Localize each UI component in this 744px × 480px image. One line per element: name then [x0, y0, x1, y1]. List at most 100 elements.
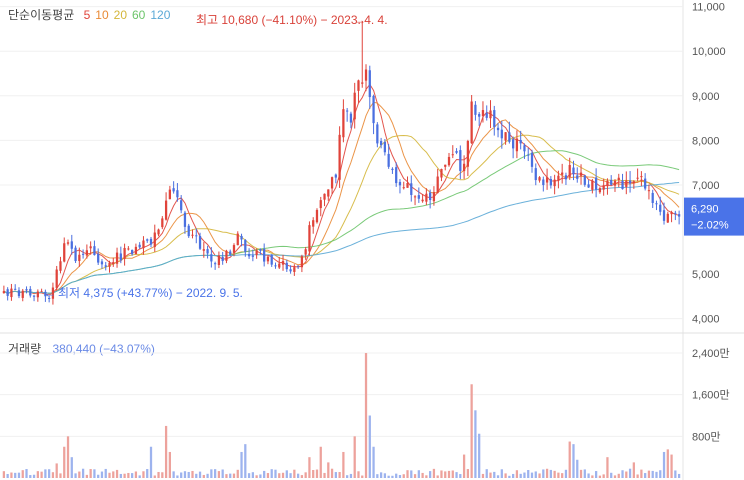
candle [364, 64, 368, 92]
volume-bar [289, 473, 292, 478]
volume-bar [478, 433, 481, 478]
volume-bar [293, 469, 296, 478]
volume-bar [353, 436, 356, 478]
volume-bar [300, 475, 304, 478]
candle [353, 82, 356, 129]
volume-bar [481, 473, 485, 478]
volume-bar [413, 474, 417, 478]
volume-bar [527, 470, 530, 478]
candle [462, 155, 466, 180]
volume-bar [462, 454, 466, 478]
ma-legend-item-60: 60 [132, 8, 146, 22]
volume-bar [198, 471, 202, 478]
volume-bar [213, 469, 217, 478]
candle [323, 193, 326, 207]
volume-bar [583, 469, 586, 478]
volume-bar [379, 472, 383, 478]
candle [496, 122, 500, 138]
volume-bar [432, 468, 436, 478]
candle [512, 136, 515, 159]
volume-bar [40, 471, 43, 478]
candle [191, 229, 194, 239]
volume-bar [636, 474, 639, 478]
volume-label: 거래량 [8, 342, 41, 356]
volume-bar [315, 469, 319, 478]
candle [25, 286, 28, 294]
candle [330, 176, 334, 195]
volume-bar [655, 471, 658, 478]
candle [187, 223, 190, 238]
candle [534, 163, 537, 186]
candle [410, 175, 413, 202]
volume-bar [334, 472, 337, 478]
candle [413, 195, 417, 206]
volume-bar [229, 473, 232, 478]
candle [247, 248, 251, 259]
candle [376, 122, 379, 148]
candle [161, 216, 164, 230]
volume-bar [361, 475, 364, 478]
candle [240, 233, 243, 247]
candle [515, 130, 519, 159]
candle [636, 168, 639, 182]
high-annotation: 최고 10,680 (−41.10%) − 2023. 4. 4. → [196, 13, 388, 27]
candle [100, 259, 104, 269]
candle [455, 148, 458, 155]
candle [104, 261, 107, 271]
volume-bar [440, 470, 443, 478]
candle [164, 192, 168, 221]
candle [583, 175, 586, 187]
volume-bar [542, 469, 545, 478]
volume-bar [387, 475, 390, 478]
candle [293, 264, 296, 276]
candle [470, 95, 473, 144]
volume-bar [402, 474, 405, 478]
current-price-badge: 6,290 −2.02% [684, 197, 744, 236]
candle [259, 248, 262, 255]
volume-bar [625, 471, 628, 478]
candle [602, 178, 605, 196]
volume-bar [119, 473, 122, 478]
candle [346, 108, 349, 122]
candle [112, 257, 115, 267]
volume-bar [25, 469, 28, 478]
candle [142, 236, 145, 255]
candle [14, 284, 17, 291]
candle [632, 180, 635, 189]
volume-bar [391, 475, 394, 478]
volume-bar [149, 446, 153, 478]
price-tick-label: 9,000 [692, 91, 720, 103]
candle [383, 139, 387, 156]
candle [655, 200, 658, 211]
candle [217, 251, 221, 269]
volume-bar [485, 469, 488, 478]
volume-bar [93, 469, 96, 478]
volume-bar [74, 473, 77, 478]
volume-bar [259, 474, 262, 478]
volume-bar [613, 475, 617, 478]
candle [32, 295, 36, 302]
volume-bar [161, 472, 164, 478]
candle [2, 285, 6, 294]
candle [572, 160, 575, 181]
candle [493, 105, 496, 136]
candle [221, 251, 224, 265]
volume-bar [146, 469, 149, 478]
candle [459, 145, 462, 180]
volume-bar [670, 454, 673, 478]
low-annotation-text: 최저 4,375 (+43.77%) − 2022. 9. 5. [58, 286, 243, 300]
candle [617, 173, 620, 188]
candle [229, 249, 232, 257]
candle [285, 259, 288, 272]
candle [429, 189, 432, 209]
candle [6, 287, 9, 301]
low-annotation: ← 최저 4,375 (+43.77%) − 2022. 9. 5. [44, 286, 243, 300]
volume-bar [319, 446, 322, 478]
candle [198, 232, 202, 250]
candle [440, 168, 443, 182]
candle [561, 163, 564, 184]
price-tick-label: 8,000 [692, 135, 720, 147]
volume-bar [621, 470, 624, 478]
volume-bar [429, 471, 432, 478]
